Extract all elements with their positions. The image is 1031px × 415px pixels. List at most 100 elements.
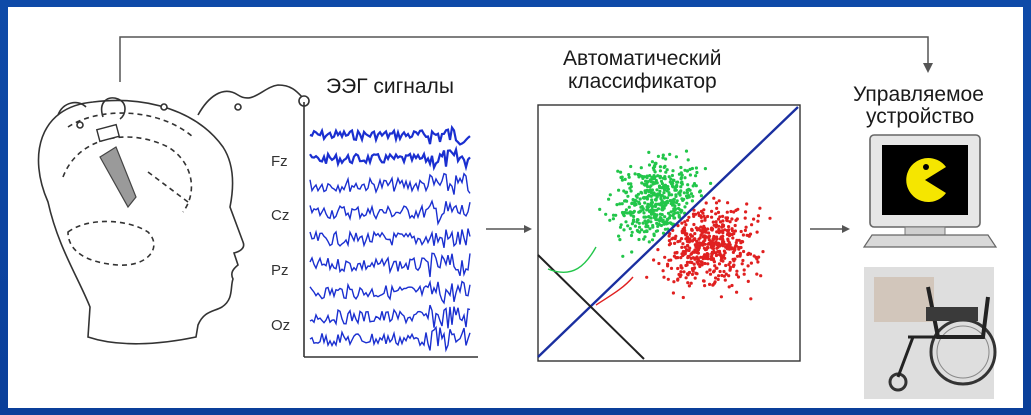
scatter-point xyxy=(728,265,733,269)
scatter-point xyxy=(686,158,690,162)
scatter-point xyxy=(670,184,675,188)
scatter-point xyxy=(692,238,696,242)
scatter-point xyxy=(630,201,634,205)
scatter-point xyxy=(681,253,685,258)
scatter-point xyxy=(675,250,679,255)
scatter-point xyxy=(661,185,665,189)
scatter-point xyxy=(650,160,655,164)
scatter-point xyxy=(672,178,676,182)
eeg-trace xyxy=(309,172,471,195)
scatter-point xyxy=(619,170,623,174)
device-label-line1: Управляемое xyxy=(853,83,984,106)
scatter-point xyxy=(684,233,688,237)
scatter-point xyxy=(719,235,723,239)
scatter-point xyxy=(711,270,716,274)
scatter-point xyxy=(668,214,672,218)
scatter-point xyxy=(665,168,669,172)
scatter-point xyxy=(689,281,693,285)
eeg-trace xyxy=(309,145,471,172)
scatter-point xyxy=(746,233,751,238)
scatter-point xyxy=(632,209,637,213)
scatter-point xyxy=(681,242,685,246)
scatter-point xyxy=(722,269,726,274)
scatter-point xyxy=(690,228,694,232)
scatter-point xyxy=(691,184,695,188)
scatter-point xyxy=(714,220,718,224)
scatter-point xyxy=(757,255,761,259)
scatter-point xyxy=(671,203,675,207)
scatter-point xyxy=(660,182,665,186)
scatter-point xyxy=(645,182,649,186)
scatter-point xyxy=(692,214,696,218)
scatter-point xyxy=(666,262,670,266)
scatter-point xyxy=(707,231,711,235)
scatter-point xyxy=(726,201,730,205)
scatter-point xyxy=(666,277,670,281)
scatter-point xyxy=(726,238,730,243)
eeg-trace xyxy=(309,228,471,248)
scatter-point xyxy=(676,206,681,211)
scatter-point xyxy=(716,277,720,281)
scatter-point xyxy=(640,228,644,232)
scatter-point xyxy=(619,223,623,227)
scatter-point xyxy=(678,193,682,197)
scatter-point xyxy=(711,257,716,261)
eeg-signals-label: ЭЭГ сигналы xyxy=(326,75,454,98)
scatter-point xyxy=(618,225,623,229)
scatter-point xyxy=(662,196,667,200)
feedback-arrow-head xyxy=(923,63,933,73)
scatter-point xyxy=(663,227,668,231)
scatter-point xyxy=(693,257,697,261)
scatter-point xyxy=(658,174,662,178)
scatter-point xyxy=(715,266,719,270)
scatter-point xyxy=(756,260,760,264)
scatter-point xyxy=(727,274,731,278)
scatter-point xyxy=(657,261,661,266)
scatter-point xyxy=(731,250,736,254)
scatter-point xyxy=(679,270,683,274)
scatter-point xyxy=(687,284,692,288)
scatter-point xyxy=(645,275,649,279)
scatter-point xyxy=(665,196,670,200)
scatter-point xyxy=(736,275,741,279)
scatter-point xyxy=(712,196,716,200)
scatter-point xyxy=(696,211,701,215)
scatter-point xyxy=(661,208,665,212)
scatter-point xyxy=(676,277,680,281)
scatter-point xyxy=(623,177,627,181)
scatter-point xyxy=(670,173,675,178)
scatter-point xyxy=(675,184,679,189)
scatter-point xyxy=(732,210,736,214)
scatter-point xyxy=(668,152,672,156)
scatter-point xyxy=(683,251,687,255)
scatter-point xyxy=(668,180,672,184)
scatter-point xyxy=(673,207,677,211)
scatter-point xyxy=(669,210,673,214)
scatter-point xyxy=(686,183,690,187)
scatter-point xyxy=(671,198,675,202)
scatter-point xyxy=(705,270,709,274)
scatter-point xyxy=(689,192,694,196)
scatter-point xyxy=(655,221,659,225)
scatter-point xyxy=(720,273,724,278)
eeg-traces xyxy=(309,124,471,353)
scatter-point xyxy=(646,202,650,206)
scatter-point xyxy=(739,245,743,250)
scatter-point xyxy=(692,250,696,254)
scatter-point xyxy=(671,291,676,295)
scatter-point xyxy=(655,208,659,212)
scatter-point xyxy=(658,165,663,169)
scatter-point xyxy=(700,219,704,223)
scatter-point xyxy=(761,250,765,254)
scatter-point xyxy=(755,272,759,276)
scatter-point xyxy=(679,185,683,189)
scatter-point xyxy=(608,193,612,197)
scatter-point xyxy=(650,238,655,242)
eeg-trace xyxy=(309,325,471,353)
scatter-point xyxy=(647,209,652,213)
scatter-point xyxy=(706,214,710,219)
scatter-point xyxy=(747,251,751,255)
scatter-point xyxy=(645,220,649,224)
scatter-point xyxy=(688,173,693,177)
eeg-trace xyxy=(309,199,471,226)
